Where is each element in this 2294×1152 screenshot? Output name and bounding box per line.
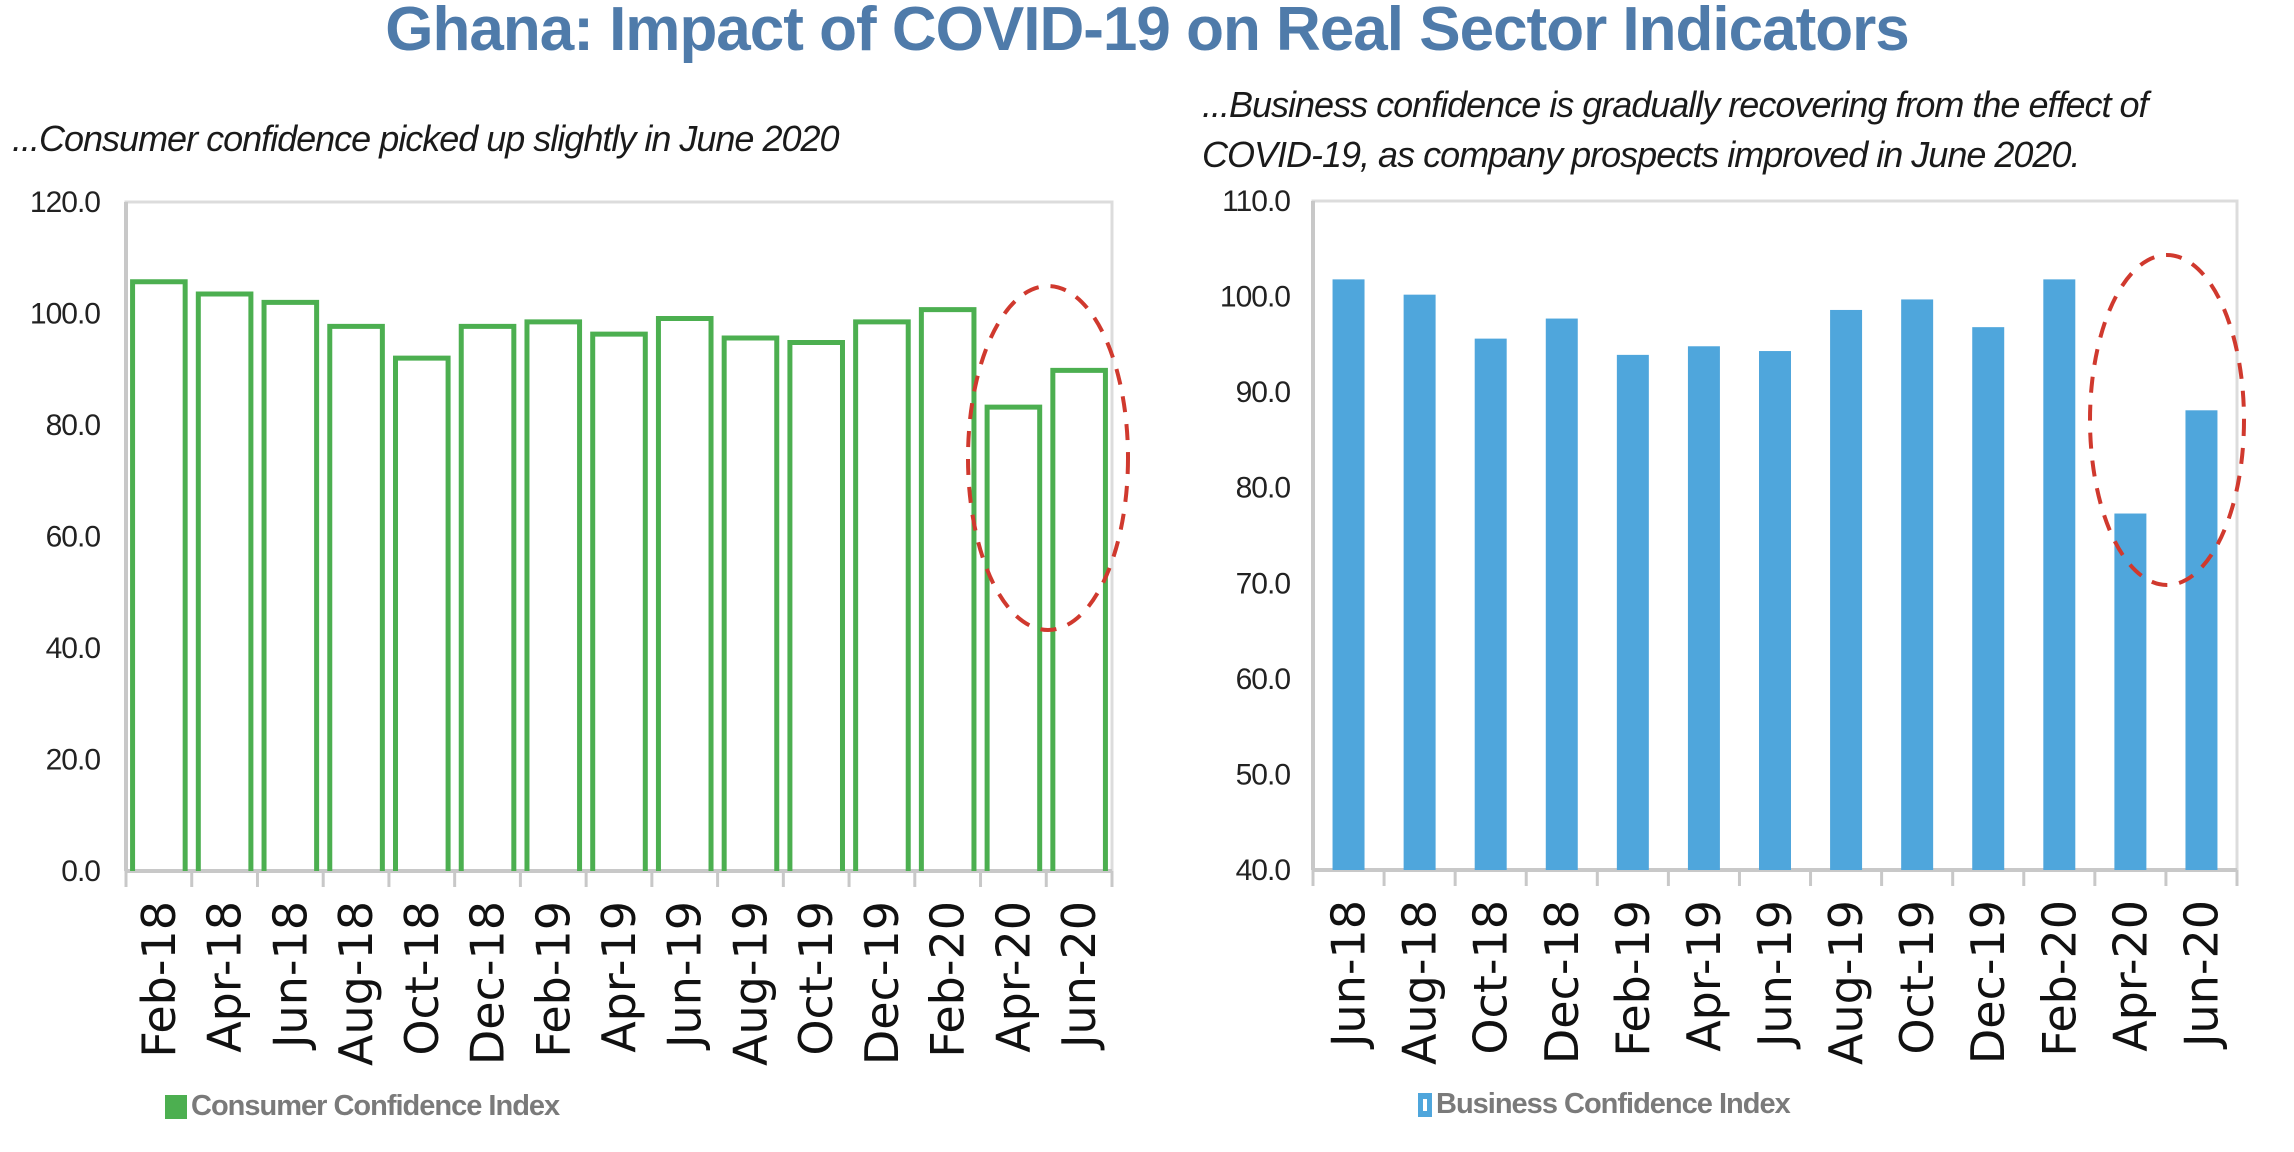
bar (2185, 410, 2218, 870)
page-title: Ghana: Impact of COVID-19 on Real Sector… (385, 0, 1909, 64)
x-tick-label: Dec-19 (855, 901, 909, 1065)
x-tick-label: Oct-18 (1464, 900, 1518, 1055)
y-tick-label: 90.0 (1236, 376, 1291, 409)
x-tick-label: Aug-18 (329, 901, 383, 1066)
x-tick-label: Apr-20 (986, 901, 1040, 1053)
y-tick-label: 120.0 (30, 186, 100, 219)
y-tick-label: 60.0 (1236, 663, 1291, 696)
y-tick-label: 110.0 (1222, 185, 1290, 218)
y-tick-label: 80.0 (1236, 472, 1291, 505)
bar (1474, 338, 1507, 870)
bar (1687, 346, 1720, 871)
business-chart-subtitle: ...Business confidence is gradually reco… (1202, 80, 2262, 180)
y-tick-label: 40.0 (46, 632, 101, 665)
bar (1403, 294, 1436, 870)
business-subtitle-line-2: COVID-19, as company prospects improved … (1202, 134, 2080, 175)
x-tick-label: Feb-19 (1606, 900, 1660, 1057)
x-tick-label: Oct-18 (395, 901, 449, 1056)
bar (1616, 354, 1649, 870)
consumer-legend: Consumer Confidence Index (165, 1090, 560, 1123)
x-tick-label: Jun-18 (1322, 900, 1376, 1050)
y-tick-label: 70.0 (1236, 567, 1291, 600)
x-tick-label: Dec-18 (461, 901, 515, 1065)
x-tick-label: Aug-19 (723, 901, 777, 1066)
bar (1050, 367, 1108, 871)
y-tick-label: 40.0 (1236, 854, 1291, 887)
bar (1830, 309, 1863, 870)
bar (1332, 279, 1365, 871)
bar (524, 319, 583, 871)
x-tick-label: Feb-20 (921, 901, 975, 1058)
bar (655, 316, 714, 871)
bar (130, 279, 188, 871)
bar (853, 319, 911, 871)
highlight-ellipse (966, 284, 1130, 632)
y-tick-label: 100.0 (1220, 281, 1290, 314)
bar (1759, 351, 1791, 871)
x-tick-label: Dec-18 (1535, 900, 1589, 1064)
business-confidence-chart: 40.0 50.0 60.0 70.0 80.0 90.0 100.0 110.0 Jun-18… (1220, 185, 2246, 1065)
bar (984, 404, 1043, 871)
x-tick-label: Feb-20 (2032, 900, 2086, 1057)
x-tick-label: Apr-19 (592, 901, 646, 1053)
consumer-chart-subtitle: ...Consumer confidence picked up slightl… (12, 118, 840, 159)
business-subtitle-line-1: ...Business confidence is gradually reco… (1202, 84, 2149, 125)
bar (1901, 299, 1934, 870)
bar (590, 331, 648, 871)
y-tick-label: 60.0 (46, 521, 101, 554)
bar (2043, 279, 2076, 871)
x-tick-label: Jun-18 (263, 901, 317, 1051)
x-tick-label: Aug-18 (1393, 900, 1447, 1065)
y-tick-label: 50.0 (1236, 758, 1291, 791)
bar (721, 335, 780, 871)
x-tick-label: Jun-19 (658, 901, 712, 1051)
x-tick-label: Feb-18 (132, 901, 186, 1058)
bar (918, 307, 977, 871)
x-tick-label: Apr-20 (2103, 900, 2157, 1052)
x-tick-label: Apr-19 (1677, 900, 1731, 1052)
x-tick-label: Jun-20 (2174, 900, 2228, 1050)
business-legend: Business Confidence Index (1418, 1088, 1791, 1121)
x-tick-label: Jun-19 (1748, 900, 1802, 1050)
bar (1545, 318, 1578, 870)
business-legend-label: Business Confidence Index (1436, 1088, 1791, 1120)
x-tick-label: Aug-19 (1819, 900, 1873, 1065)
x-tick-label: Feb-19 (526, 901, 580, 1058)
bar (458, 323, 517, 871)
bar (195, 291, 254, 871)
x-tick-label: Dec-19 (1961, 900, 2015, 1064)
bar (327, 323, 385, 871)
business-legend-swatch (1418, 1092, 1432, 1117)
consumer-legend-swatch (165, 1094, 187, 1119)
y-tick-label: 20.0 (46, 744, 101, 777)
x-tick-label: Jun-20 (1052, 901, 1106, 1051)
bar (787, 339, 845, 871)
bar (393, 355, 451, 871)
y-tick-label: 0.0 (61, 855, 100, 888)
consumer-legend-label: Consumer Confidence Index (191, 1090, 560, 1122)
highlight-ellipse (2088, 253, 2246, 587)
x-tick-label: Apr-18 (198, 901, 252, 1053)
bar (1972, 327, 2005, 870)
x-tick-label: Oct-19 (789, 901, 843, 1056)
y-tick-label: 80.0 (46, 409, 101, 442)
bar (261, 299, 320, 871)
y-tick-label: 100.0 (30, 298, 100, 331)
x-tick-label: Oct-19 (1890, 900, 1944, 1055)
